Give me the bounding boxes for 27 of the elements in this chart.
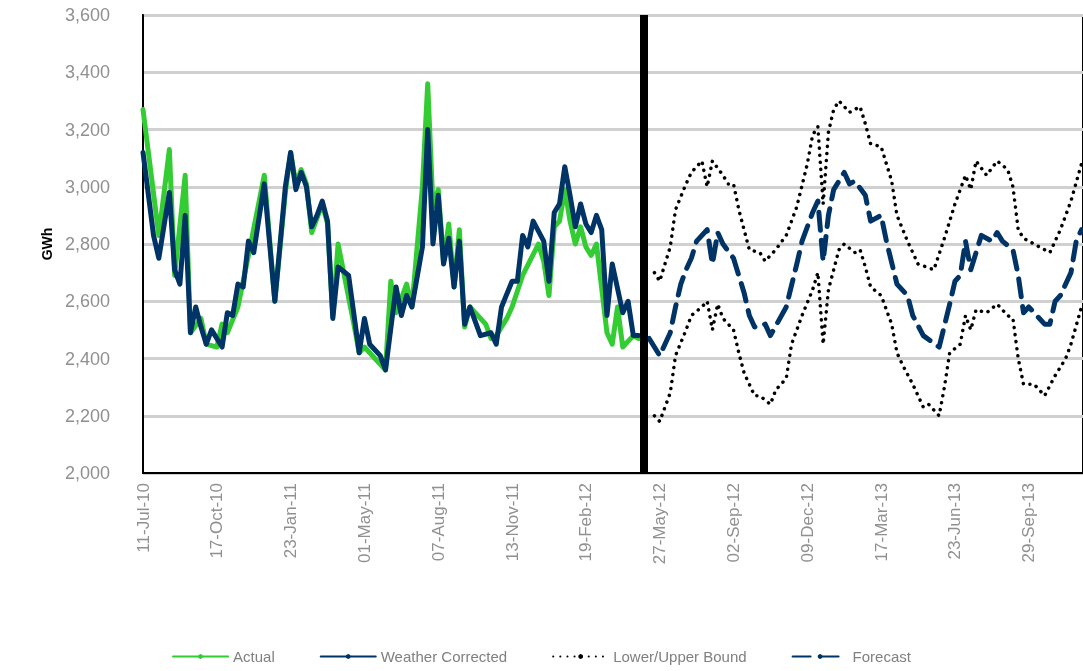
- x-tick-label: 09-Dec-12: [797, 483, 817, 563]
- x-tick-label: 23-Jun-13: [945, 483, 965, 560]
- x-tick-label: 17-Mar-13: [871, 483, 891, 562]
- y-axis-title: GWh: [39, 227, 56, 261]
- y-tick-label: 2,200: [64, 405, 110, 426]
- legend-label: Weather Corrected: [380, 648, 508, 665]
- x-tick-label: 13-Nov-11: [502, 483, 522, 562]
- x-tick-label: 11-Jul-10: [133, 483, 153, 553]
- y-tick-label: 2,600: [64, 291, 110, 312]
- y-tick-label: 2,800: [64, 234, 110, 254]
- y-tick-label: 3,400: [64, 62, 110, 83]
- y-tick-label: 2,000: [64, 463, 110, 483]
- x-tick-label: 17-Oct-10: [207, 483, 227, 559]
- x-tick-label: 27-May-12: [650, 483, 670, 565]
- x-tick-label: 01-May-11: [354, 483, 374, 563]
- x-tick-label: 29-Sep-13: [1019, 483, 1039, 563]
- y-tick-label: 2,400: [64, 348, 110, 369]
- legend-label: Lower/Upper Bound: [613, 648, 747, 665]
- y-tick-label: 3,000: [64, 176, 110, 197]
- legend-label: Forecast: [852, 648, 912, 665]
- y-tick-label: 3,200: [64, 119, 110, 140]
- x-tick-label: 07-Aug-11: [428, 483, 448, 562]
- legend-label: Actual: [233, 648, 275, 665]
- x-tick-label: 23-Jan-11: [281, 483, 301, 559]
- x-tick-label: 19-Feb-12: [576, 483, 596, 562]
- y-tick-label: 3,600: [64, 5, 110, 25]
- x-tick-label: 02-Sep-12: [724, 483, 744, 563]
